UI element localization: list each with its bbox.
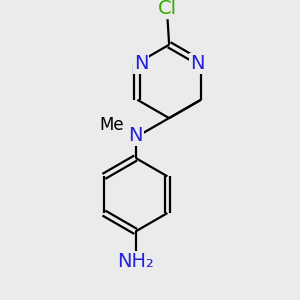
Text: N: N	[190, 54, 204, 73]
Text: NH₂: NH₂	[117, 252, 154, 271]
Text: N: N	[128, 126, 143, 145]
Text: Me: Me	[99, 116, 124, 134]
Text: N: N	[134, 54, 148, 73]
Text: Cl: Cl	[158, 0, 177, 18]
